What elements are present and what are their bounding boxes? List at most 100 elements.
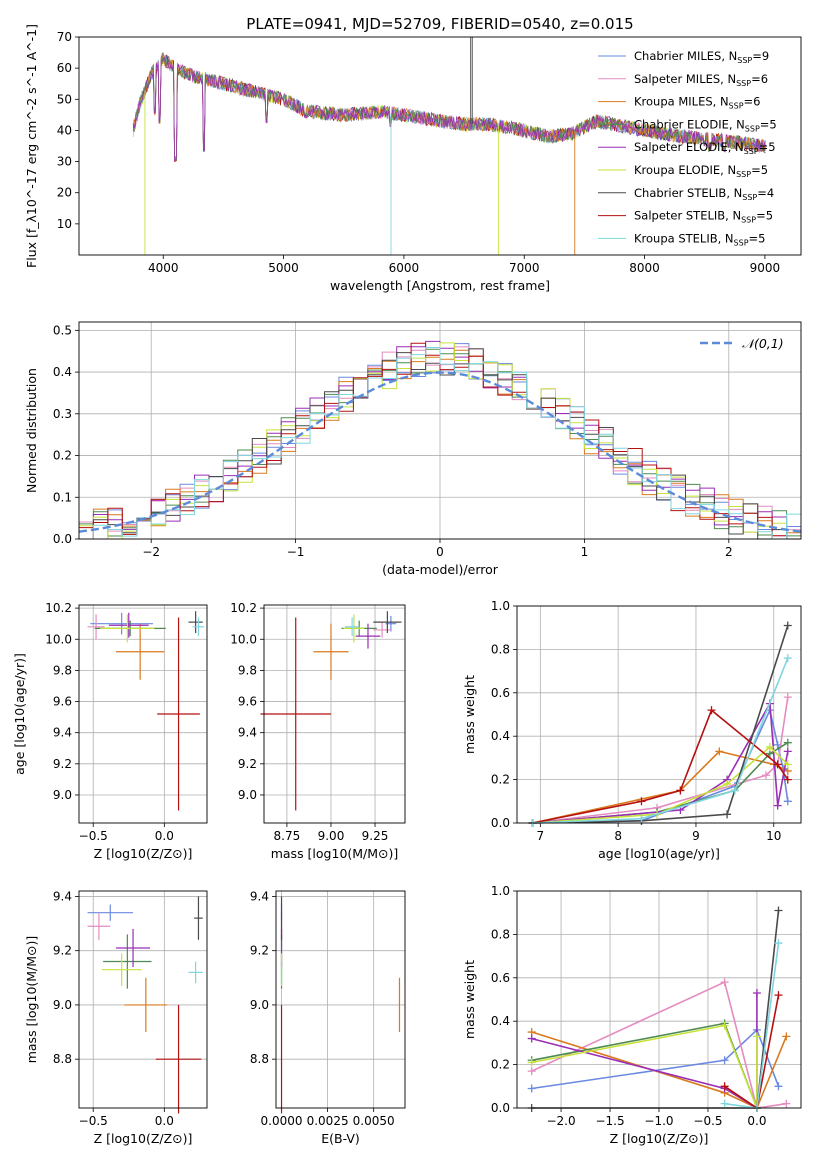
data-point-marker [765,743,774,752]
mass-weight-line [531,910,780,1109]
legend-entry: Salpeter ELODIE, NSSP=5 [634,140,776,156]
x-axis-label: Z [log10(Z/Z⊙)] [610,1131,709,1146]
axes-frame [78,890,208,1109]
data-point-marker [752,988,761,997]
x-tick-label: 8000 [629,261,660,275]
x-tick-label: 8 [614,829,622,843]
data-point-marker [527,1067,536,1076]
legend-entry: Chabrier STELIB, NSSP=4 [634,186,774,202]
data-point-marker [761,771,770,780]
y-axis-label: Flux [f_λ10^-17 erg cm^-2 s^-1 A^-1] [24,24,39,268]
x-tick-label: 0.0 [155,829,174,843]
data-point-marker [783,621,792,630]
axes-frame [275,890,406,1109]
y-tick-label: 0.4 [491,729,510,743]
x-axis-label: E(B-V) [321,1131,360,1146]
data-point-marker [783,738,792,747]
y-tick-label: 60 [57,61,72,75]
data-point-marker [720,1021,729,1030]
data-point-marker [707,706,716,715]
x-tick-label: 5000 [268,261,299,275]
y-tick-label: 20 [57,186,72,200]
mass-weight-vs-metallicity-panel: −2.0 −1.5 −1.0 −0.5 0.0 0.0 0.2 0.4 0.6 0.8 1.0 Z [… [462,884,802,1146]
mass-weight-line [531,980,787,1109]
mass-weight-line [531,1022,758,1109]
y-axis-label: Normed distribution [24,368,39,493]
legend-entry: Chabrier MILES, NSSP=9 [634,49,769,65]
data-point-marker [720,1056,729,1065]
data-point-marker [752,1032,761,1041]
data-point-marker [773,801,782,810]
axes-frame [263,604,406,824]
y-tick-label: 50 [57,92,72,106]
y-tick-label: 0.4 [53,365,72,379]
data-point-marker [715,747,724,756]
x-tick-label: 9 [692,829,700,843]
x-tick-label: 6000 [389,261,420,275]
data-point-marker [723,810,732,819]
data-point-marker [774,906,783,915]
y-tick-label: 0.8 [491,927,510,941]
x-tick-label: −1.0 [644,1114,673,1128]
residual-histogram-panel: −2 −1 0 1 2 0.0 0.1 0.2 0.3 0.4 0.5 (data-model)/er… [24,321,802,577]
data-point-marker [783,797,792,806]
data-point-marker [637,814,646,823]
figure-title: PLATE=0941, MJD=52709, FIBERID=0540, z=0… [246,15,633,33]
data-point-marker [782,1099,791,1108]
y-tick-label: 0.3 [53,407,72,421]
axes-frame [78,321,802,540]
legend-entry: Kroupa MILES, NSSP=6 [634,95,760,111]
y-tick-label: 9.2 [53,944,72,958]
y-tick-label: 9.4 [238,726,257,740]
y-tick-label: 70 [57,30,72,44]
y-tick-label: 0.2 [491,773,510,787]
data-point-marker [782,1032,791,1041]
data-point-marker [730,786,739,795]
y-tick-label: 10.0 [45,632,72,646]
y-tick-label: 9.6 [238,695,257,709]
x-tick-label: 9000 [750,261,781,275]
data-point-marker [783,760,792,769]
x-tick-label: 1 [581,545,589,559]
y-tick-label: 9.0 [250,998,269,1012]
x-axis-label: age [log10(age/yr)] [598,846,720,861]
y-axis-label: mass [log10(M/M⊙)] [24,936,39,1064]
y-tick-label: 0.6 [491,971,510,985]
y-tick-label: 0.6 [491,686,510,700]
legend-entry: 𝒩(0,1) [742,336,784,351]
axes-frame [516,605,802,824]
y-tick-label: 9.4 [53,726,72,740]
data-point-marker [774,991,783,1000]
age-vs-mass-panel: 8.75 9.00 9.25 9.0 9.2 9.4 9.6 9.8 10.0 10.2 mass … [230,601,406,861]
data-point-marker [527,1058,536,1067]
mass-weight-line [531,1031,788,1110]
spectrum-line [132,56,766,163]
x-tick-label: 0.0 [155,1114,174,1128]
x-tick-label: 7000 [509,261,540,275]
y-tick-label: 0.1 [53,490,72,504]
y-tick-label: 0.0 [491,816,510,830]
y-axis-label: age [log10(age/yr)] [12,653,27,775]
x-tick-label: 0 [436,545,444,559]
data-point-marker [773,760,782,769]
y-tick-label: 10.2 [45,601,72,615]
y-axis-label: mass weight [462,675,477,754]
legend-entry: Salpeter MILES, NSSP=6 [634,72,768,88]
y-tick-label: 8.8 [53,1052,72,1066]
x-tick-label: 7 [537,829,545,843]
legend-entry: Chabrier ELODIE, NSSP=5 [634,117,777,133]
axes-frame [78,604,208,824]
data-point-marker [783,693,792,702]
axes-frame [78,36,802,256]
y-tick-label: 9.2 [53,757,72,771]
data-point-marker [723,779,732,788]
axes-frame [516,890,802,1109]
x-tick-label: −0.5 [79,1114,108,1128]
y-tick-label: 9.0 [53,998,72,1012]
data-point-marker [720,1082,729,1091]
mass-weight-line [531,1024,758,1109]
y-tick-label: 0.2 [53,449,72,463]
x-tick-label: 4000 [148,261,179,275]
y-tick-label: 1.0 [491,599,510,613]
y-tick-label: 0.0 [491,1101,510,1115]
